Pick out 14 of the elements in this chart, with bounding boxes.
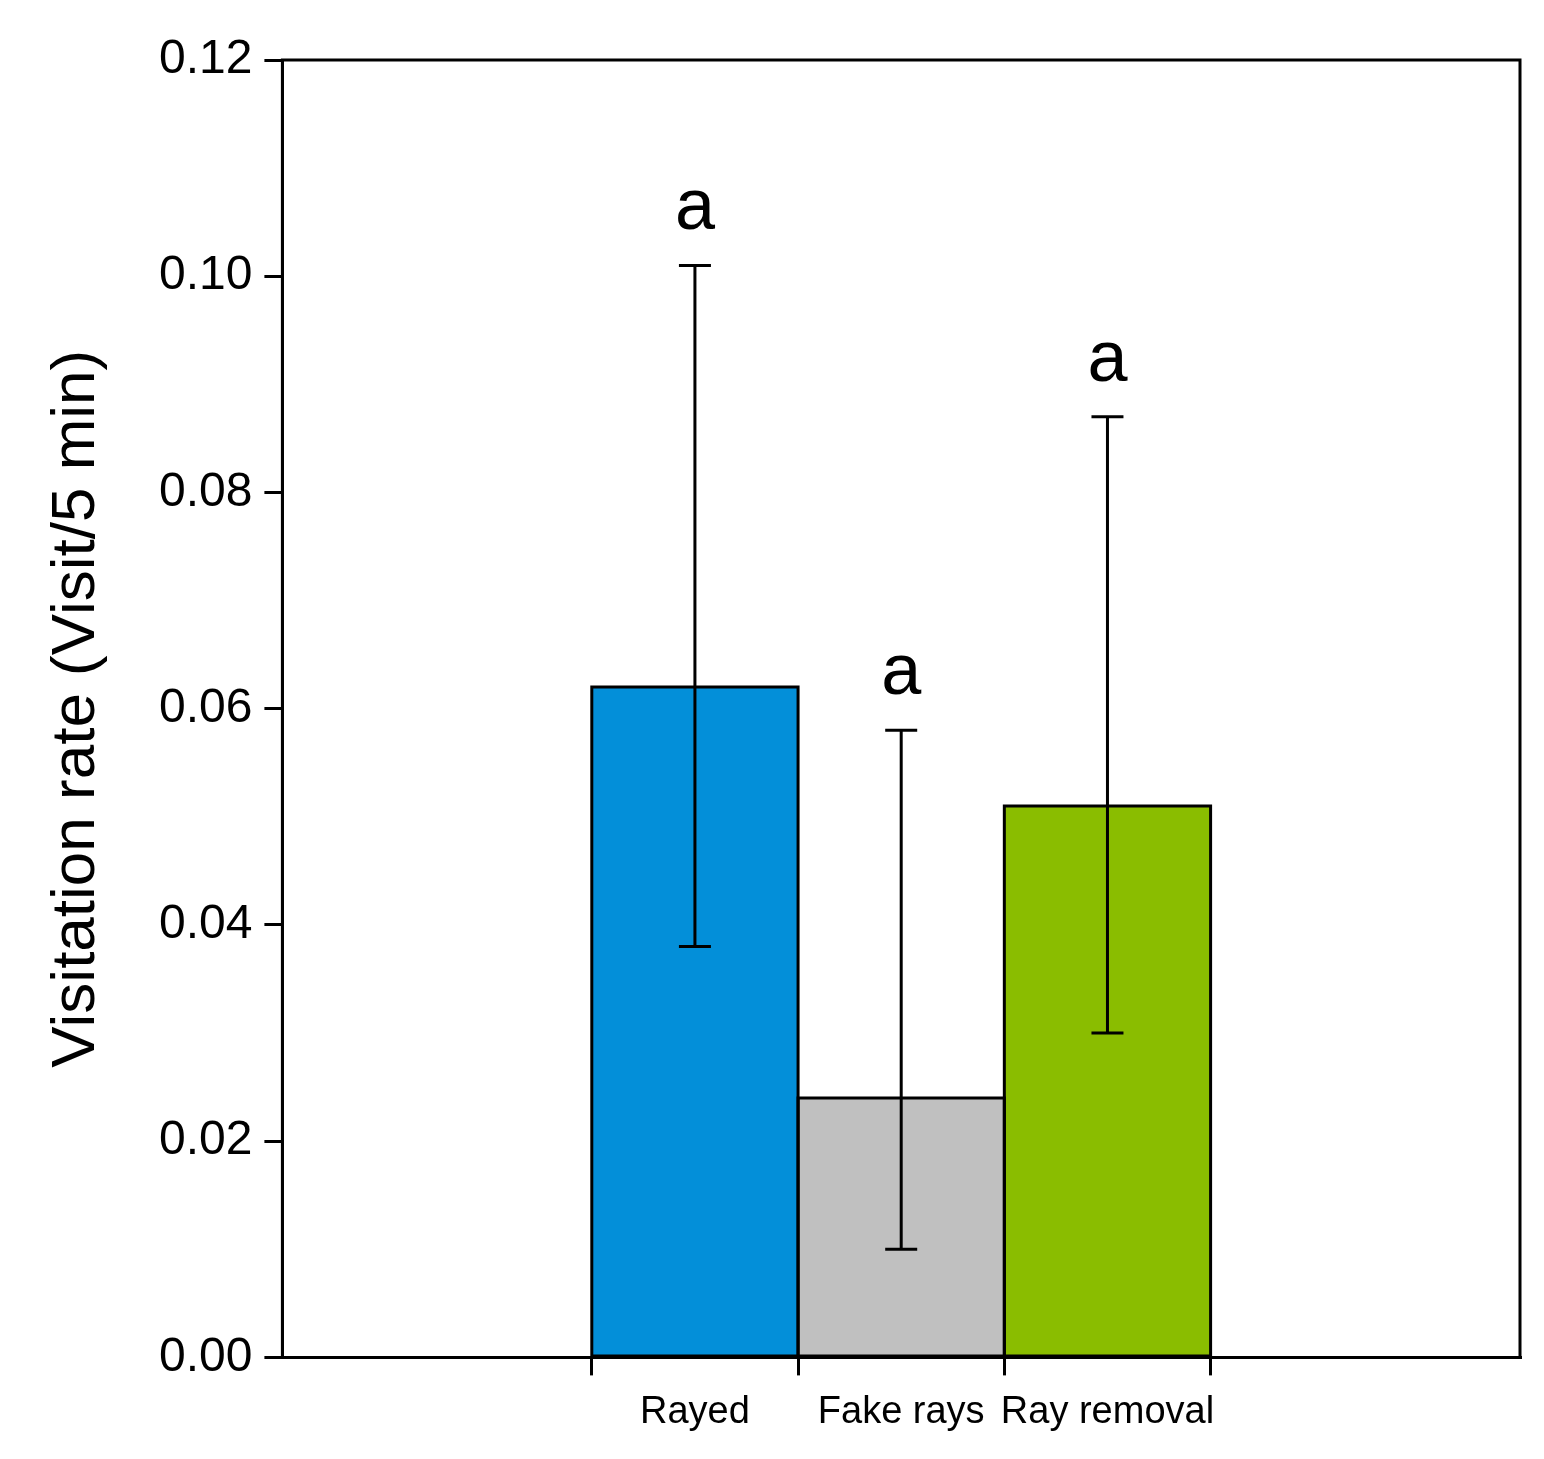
- y-tick-label: 0.12: [158, 30, 253, 84]
- annotation: a: [1087, 315, 1129, 396]
- y-tick-label: 0.10: [158, 246, 253, 300]
- x-tick-label: Rayed: [640, 1388, 750, 1431]
- annotation: a: [881, 629, 923, 710]
- y-tick-label: 0.06: [158, 678, 253, 732]
- y-tick-label: 0.02: [158, 1111, 253, 1165]
- y-tick-label: 0.04: [158, 895, 253, 949]
- y-tick-label: 0.08: [158, 462, 253, 516]
- x-tick-label: Fake rays: [817, 1388, 985, 1431]
- y-axis-title: Visitation rate (Visit/5 min): [38, 349, 108, 1068]
- y-tick-label: 0.00: [158, 1327, 253, 1381]
- annotation: a: [674, 164, 716, 245]
- x-tick-label: Ray removal: [1000, 1388, 1215, 1431]
